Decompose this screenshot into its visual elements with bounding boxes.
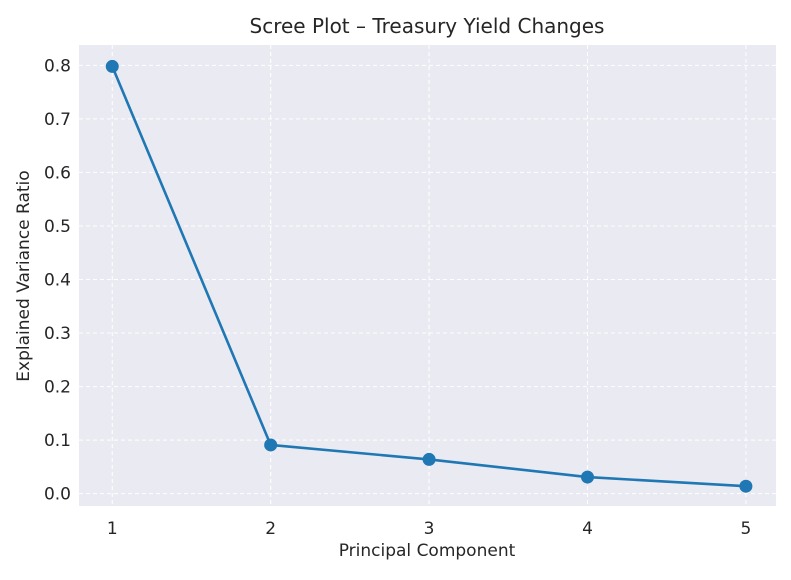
x-tick-label: 3: [424, 519, 435, 539]
x-tick-label: 4: [582, 519, 593, 539]
data-point: [422, 452, 436, 466]
x-axis-ticks: 1 2 3 4 5: [107, 519, 751, 539]
data-point: [105, 59, 119, 73]
y-tick-label: 0.2: [44, 378, 71, 398]
x-axis-label: Principal Component: [339, 541, 516, 561]
data-point: [580, 470, 594, 484]
chart-title: Scree Plot – Treasury Yield Changes: [250, 14, 605, 38]
y-tick-label: 0.7: [44, 110, 71, 130]
y-axis-ticks: 0.0 0.1 0.2 0.3 0.4 0.5 0.6 0.7 0.8: [44, 56, 71, 504]
y-tick-label: 0.6: [44, 163, 71, 183]
data-point: [264, 438, 278, 452]
y-tick-label: 0.0: [44, 485, 71, 505]
plot-area: [79, 45, 776, 506]
y-tick-label: 0.1: [44, 431, 71, 451]
x-tick-label: 5: [740, 519, 751, 539]
y-tick-label: 0.5: [44, 217, 71, 237]
y-tick-label: 0.4: [44, 271, 71, 291]
x-tick-label: 1: [107, 519, 118, 539]
x-tick-label: 2: [265, 519, 276, 539]
y-tick-label: 0.3: [44, 324, 71, 344]
y-axis-label: Explained Variance Ratio: [14, 170, 34, 381]
series-layer: [105, 59, 753, 493]
data-point: [739, 479, 753, 493]
y-tick-label: 0.8: [44, 56, 71, 76]
